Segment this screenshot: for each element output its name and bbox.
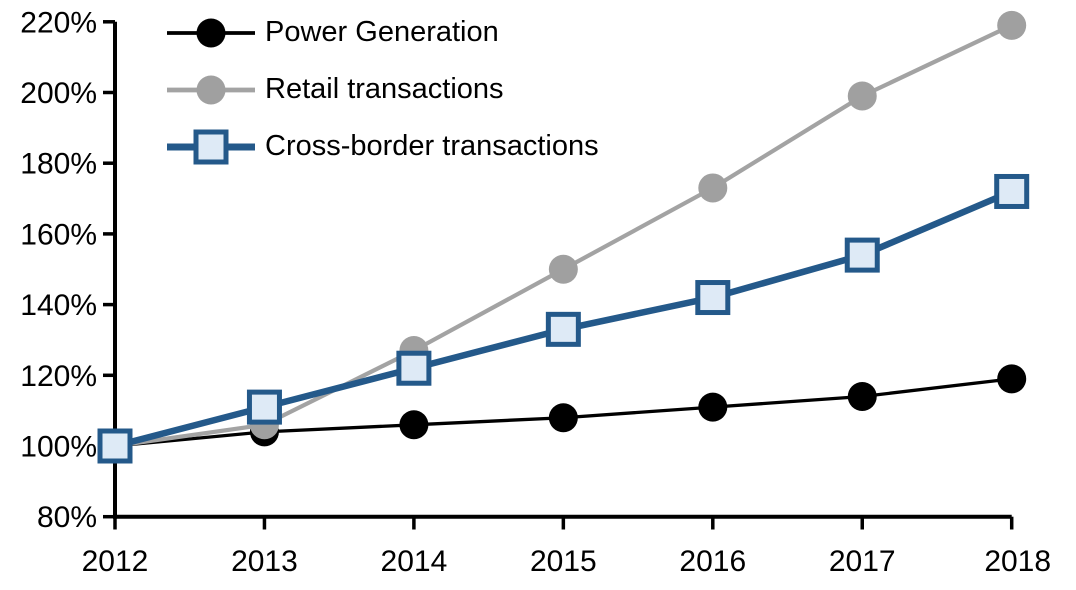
legend-item-power-generation: Power Generation [167, 4, 599, 61]
data-point-circle-marker [997, 364, 1027, 394]
y-axis-tick-label: 120% [20, 360, 97, 393]
data-point-square-marker [545, 311, 581, 347]
legend-item-retail-transactions: Retail transactions [167, 61, 599, 118]
data-point-circle-marker [548, 254, 578, 284]
data-point-square-marker [844, 237, 880, 273]
y-axis-tick-label: 180% [20, 148, 97, 181]
x-axis-tick-label: 2017 [829, 545, 896, 578]
data-point-circle-marker [997, 10, 1027, 40]
data-point-square-marker [193, 129, 229, 164]
y-axis-tick-label: 100% [20, 431, 97, 464]
data-point-circle-marker [196, 18, 226, 47]
x-axis-tick-label: 2013 [231, 545, 298, 578]
x-axis-tick-label: 2018 [984, 545, 1051, 578]
series-cross-border-transactions [97, 173, 1030, 464]
data-point-circle-marker [548, 403, 578, 433]
legend-label-power-generation: Power Generation [265, 16, 499, 48]
y-axis-tick-label: 220% [20, 6, 97, 39]
x-axis-tick-label: 2012 [82, 545, 149, 578]
x-axis-tick-label: 2015 [530, 545, 597, 578]
data-point-circle-marker [847, 81, 877, 111]
y-axis-tick-label: 160% [20, 218, 97, 251]
x-axis-tick-label: 2016 [679, 545, 746, 578]
data-point-circle-marker [399, 410, 429, 440]
legend-item-cross-border-transactions: Cross-border transactions [167, 118, 599, 175]
data-point-circle-marker [196, 75, 226, 104]
data-point-square-marker [994, 173, 1030, 209]
y-axis-tick-label: 80% [37, 501, 97, 534]
cross-border-transactions-line-marker-icon [167, 129, 255, 164]
data-point-circle-marker [698, 392, 728, 422]
x-axis-tick-label: 2014 [381, 545, 448, 578]
data-point-square-marker [695, 280, 731, 316]
retail-transactions-line-marker-icon [167, 75, 255, 104]
legend-label-cross-border-transactions: Cross-border transactions [265, 130, 599, 162]
data-point-square-marker [97, 428, 133, 464]
legend-label-retail-transactions: Retail transactions [265, 73, 504, 105]
data-point-circle-marker [847, 382, 877, 412]
y-axis-tick-label: 200% [20, 77, 97, 110]
data-point-circle-marker [698, 173, 728, 203]
legend: Power Generation Retail transactions Cro… [167, 4, 599, 175]
data-point-square-marker [246, 389, 282, 425]
data-point-square-marker [396, 350, 432, 386]
power-generation-line-marker-icon [167, 18, 255, 47]
y-axis-tick-label: 140% [20, 289, 97, 322]
